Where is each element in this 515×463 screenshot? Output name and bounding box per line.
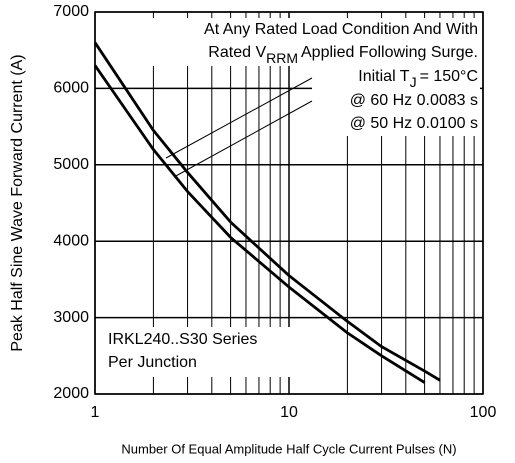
annotation: Initial TJ = 150°C	[358, 68, 478, 89]
annotation: Rated VRRM Applied Following Surge.	[208, 44, 478, 65]
y-tick-label: 3000	[53, 309, 89, 326]
labels: 1 10 100 2000 3000 4000 5000 6000 7000 @ 60 Hz 0.…	[9, 3, 496, 456]
series-line	[93, 64, 426, 384]
annotation-bg	[312, 66, 480, 136]
annotation-subscript: J	[410, 74, 417, 90]
annotation-text: Rated V	[208, 44, 266, 61]
legend-label: @ 60 Hz 0.0083 s	[350, 92, 478, 109]
marks	[93, 41, 441, 384]
leader-line	[173, 100, 313, 178]
annotation-text: = 150°C	[420, 68, 478, 85]
annotation: At Any Rated Load Condition And With	[204, 21, 478, 38]
y-tick-label: 7000	[53, 3, 89, 20]
x-tick-label: 10	[280, 404, 298, 421]
x-tick-label: 100	[470, 404, 497, 421]
series-line	[93, 41, 441, 382]
y-tick-label: 2000	[53, 385, 89, 402]
annotation-text: Initial T	[358, 68, 410, 85]
annotation: Per Junction	[108, 354, 197, 371]
annotation-bg	[104, 327, 300, 377]
annotation: IRKL240..S30 Series	[108, 331, 257, 348]
y-tick-label: 4000	[53, 232, 89, 249]
leader-line	[165, 77, 313, 159]
annotation-text: Applied Following Surge.	[301, 44, 478, 61]
y-axis-label: Peak Half Sine Wave Forward Current (A)	[9, 54, 26, 351]
annotation-bg	[128, 18, 480, 66]
grid	[94, 11, 484, 395]
plot-frame	[94, 11, 484, 395]
x-tick-label: 1	[91, 404, 100, 421]
y-tick-label: 5000	[53, 156, 89, 173]
x-axis-label: Number Of Equal Amplitude Half Cycle Cur…	[121, 441, 456, 456]
legend-label: @ 50 Hz 0.0100 s	[350, 115, 478, 132]
y-tick-label: 6000	[53, 80, 89, 97]
annotation-subscript: RRM	[266, 50, 298, 66]
